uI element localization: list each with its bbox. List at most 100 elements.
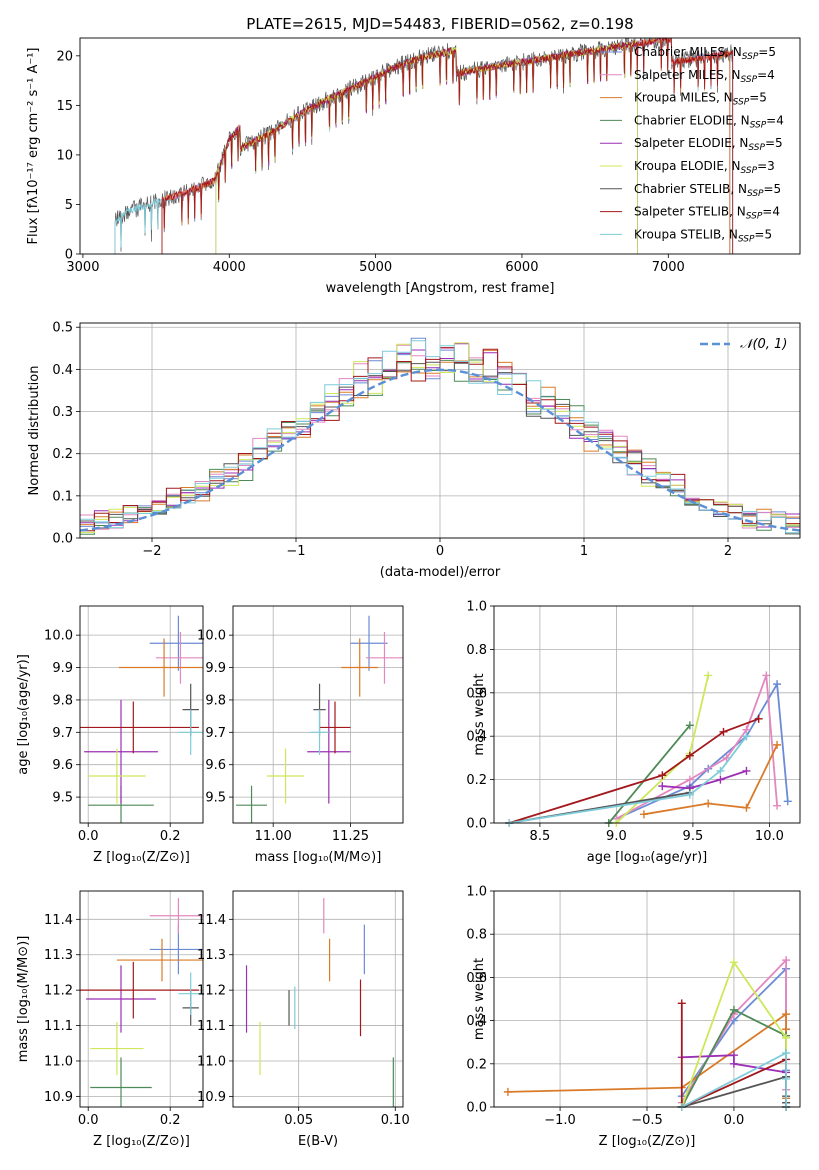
legend-entry-chabrier_miles: Chabrier MILES, NSSP=5 (634, 45, 776, 62)
y-tick-label: 11.0 (44, 1054, 73, 1069)
y-tick-label: 0.4 (52, 363, 73, 378)
legend-suffix: =5 (754, 227, 772, 241)
weight-marker-chabrier_elodie (685, 721, 694, 730)
weight-marker-kroupa_miles (503, 1087, 512, 1096)
y-axis-label: Normed distribution (27, 366, 42, 496)
mass-weight-vs-metallicity-panel: −1.0 −0.5 0.0 0.0 0.2 0.4 0.6 0.8 1.0 Z [log₁₀(Z/… (466, 885, 801, 1149)
residuals-panel: −2 −1 0 1 2 0.0 0.1 0.2 0.3 0.4 0.5 (data-model)/er… (27, 321, 801, 580)
legend-sub: SSP (741, 75, 758, 85)
y-tick-label: 9.8 (52, 693, 73, 708)
x-tick-label: 9.0 (606, 829, 627, 844)
y-tick-label: 10 (56, 148, 73, 163)
axes-frame (79, 890, 204, 1108)
y-tick-label: 10.9 (44, 1090, 73, 1105)
y-tick-label: 0.1 (52, 489, 73, 504)
weight-marker-salpeter_miles (782, 956, 791, 965)
y-axis-label: Flux [fλ10⁻¹⁷ erg cm⁻² s⁻¹ A⁻¹] (26, 48, 41, 245)
y-tick-label: 15 (56, 99, 73, 114)
weight-marker-salpeter_stelib (658, 771, 667, 780)
x-axis-label: (data-model)/error (380, 565, 501, 580)
y-tick-label: 1.0 (466, 885, 487, 900)
y-tick-label: 11.2 (44, 984, 73, 999)
weight-marker-kroupa_stelib (782, 1074, 791, 1083)
x-tick-label: 0.0 (724, 1113, 745, 1128)
legend-suffix: =4 (762, 205, 780, 219)
y-axis-label: mass weight (472, 673, 487, 755)
age-vs-mass-panel: 11.00 11.25 9.5 9.6 9.7 9.8 9.9 10.0 mass [log₁₀… (197, 605, 404, 865)
x-tick-label: −0.5 (631, 1113, 663, 1128)
weight-marker-salpeter_elodie (729, 1051, 738, 1060)
legend-sub: SSP (747, 189, 764, 199)
x-tick-label: 11.25 (332, 829, 369, 844)
x-tick-label: 6000 (505, 260, 538, 275)
mass-vs-metallicity-panel: 0.0 0.2 10.9 11.0 11.1 11.2 11.3 11.4 Z [log₁₀(Z… (16, 890, 204, 1149)
y-tick-label: 9.8 (205, 693, 226, 708)
y-tick-label: 9.6 (52, 758, 73, 773)
y-axis-label: mass weight (472, 958, 487, 1040)
weight-marker-salpeter_elodie (742, 766, 751, 775)
weight-marker-chabrier_miles (773, 680, 782, 689)
x-tick-label: 8.5 (530, 829, 551, 844)
axes-frame (79, 605, 204, 824)
y-tick-label: 0.3 (52, 405, 73, 420)
legend-entry-chabrier_elodie: Chabrier ELODIE, NSSP=4 (634, 113, 784, 130)
weight-line-salpeter_miles (615, 675, 778, 820)
x-axis-label: Z [log₁₀(Z/Z⊙)] (93, 850, 190, 865)
weight-marker-kroupa_stelib (685, 790, 694, 799)
y-tick-label: 9.7 (205, 726, 226, 741)
y-tick-label: 9.9 (205, 661, 226, 676)
x-tick-label: 10.0 (755, 829, 784, 844)
x-axis-label: Z [log₁₀(Z/Z⊙)] (599, 1134, 696, 1149)
weight-marker-kroupa_miles (773, 740, 782, 749)
y-tick-label: 11.2 (197, 984, 226, 999)
x-tick-label: 0.0 (78, 1113, 99, 1128)
x-tick-label: 0.10 (381, 1113, 410, 1128)
weight-marker-salpeter_miles (762, 671, 771, 680)
x-tick-label: 11.00 (255, 829, 292, 844)
x-tick-label: 0.2 (160, 1113, 181, 1128)
axes-frame (232, 605, 404, 824)
weight-marker-kroupa_stelib (782, 1049, 791, 1057)
legend-name: Chabrier MILES, N (634, 45, 742, 59)
legend-name: Kroupa STELIB, N (634, 227, 738, 241)
normal-reference-curve (79, 368, 801, 532)
mass-weight-vs-age-panel: 8.5 9.0 9.5 10.0 0.0 0.2 0.4 0.6 0.8 1.0 age [log₁… (466, 600, 801, 865)
figure-title: PLATE=2615, MJD=54483, FIBERID=0562, z=0… (246, 15, 633, 33)
legend-suffix: =3 (757, 159, 775, 173)
histogram-step-kroupa_stelib (80, 340, 800, 534)
legend-sub: SSP (748, 143, 765, 153)
legend-suffix: =5 (758, 45, 776, 59)
legend-entry-salpeter_stelib: Salpeter STELIB, NSSP=4 (634, 205, 780, 222)
spectrum-line-salpeter_elodie (215, 39, 638, 254)
weight-marker-chabrier_elodie (729, 1005, 738, 1014)
legend-sub: SSP (733, 98, 750, 108)
axes-frame (493, 605, 801, 824)
weight-line-salpeter_elodie (681, 1054, 787, 1074)
x-tick-label: 3000 (66, 260, 99, 275)
x-axis-label: age [log₁₀(age/yr)] (587, 850, 708, 865)
weight-marker-salpeter_stelib (685, 751, 694, 760)
y-axis-label: mass [log₁₀(M/M⊙)] (16, 936, 31, 1063)
weight-marker-salpeter_stelib (719, 727, 728, 736)
weight-line-chabrier_elodie (608, 724, 691, 823)
y-tick-label: 11.3 (197, 948, 226, 963)
mass-vs-ebv-panel: 0.05 0.10 10.9 11.0 11.1 11.2 11.3 11.4 E(B-V) (197, 890, 410, 1149)
x-tick-label: 4000 (213, 260, 246, 275)
axes-frame (79, 322, 801, 539)
y-tick-label: 0.2 (466, 773, 487, 788)
y-tick-label: 0.0 (52, 532, 73, 547)
weight-marker-salpeter_miles (685, 775, 694, 784)
legend-name: Salpeter ELODIE, N (634, 136, 748, 150)
legend-suffix: =5 (764, 182, 782, 196)
x-tick-label: 1 (580, 544, 588, 559)
x-tick-label: −2 (142, 544, 161, 559)
x-tick-label: −1.0 (544, 1113, 576, 1128)
weight-marker-salpeter_stelib (754, 714, 763, 723)
weight-marker-kroupa_elodie (782, 1033, 791, 1042)
spectrum-line-kroupa_elodie (215, 39, 638, 254)
y-tick-label: 11.1 (44, 1019, 73, 1034)
y-tick-label: 20 (56, 49, 73, 64)
y-tick-label: 1.0 (466, 600, 487, 615)
weight-marker-kroupa_stelib (716, 766, 725, 775)
